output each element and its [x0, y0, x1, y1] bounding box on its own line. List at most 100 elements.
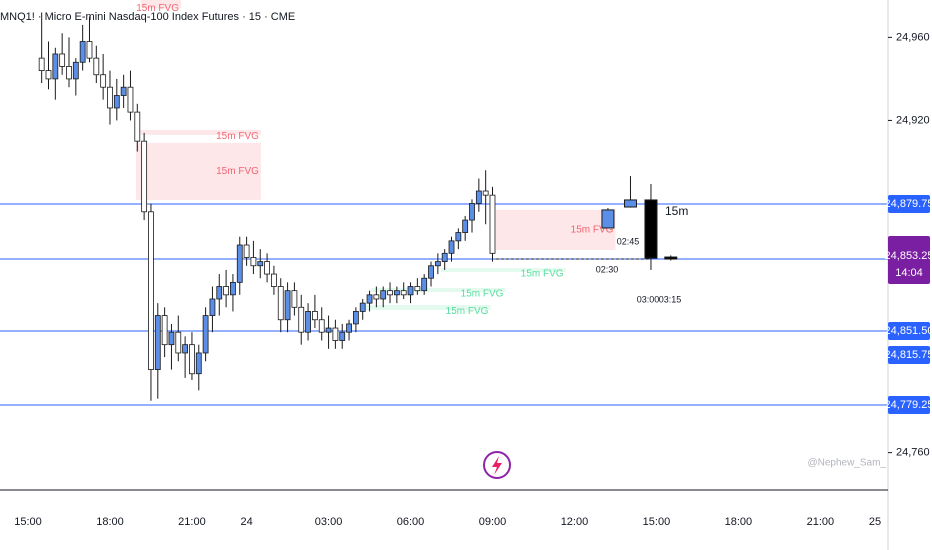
candle-body — [393, 290, 400, 296]
candle-body — [428, 265, 434, 279]
fvg-box — [140, 0, 182, 9]
y-tick-label: 24,760 — [896, 447, 930, 459]
countdown-label: 14:04 — [895, 267, 923, 279]
candle-body — [72, 61, 79, 80]
price-line-label-box — [888, 195, 930, 213]
fvg-label: 15m FVG — [136, 3, 179, 14]
candle-body — [182, 344, 189, 354]
logo-ring — [483, 451, 511, 479]
candle-body — [120, 86, 127, 96]
fvg-box — [370, 287, 506, 293]
price-line-label: 24,815.75 — [885, 349, 932, 361]
x-tick-label: 12:00 — [561, 516, 589, 528]
fvg-label: 15m FVG — [461, 289, 504, 300]
candle-body — [305, 311, 311, 333]
candle-body — [352, 311, 359, 325]
price-line-label-box — [888, 396, 930, 414]
candle-body — [52, 53, 59, 80]
candle-body — [175, 331, 182, 354]
chart-title: MNQ1! · Micro E-mini Nasdaq-100 Index Fu… — [0, 11, 295, 23]
price-line-label: 24,851.50 — [885, 325, 932, 337]
candle-body — [134, 111, 141, 142]
candle-body — [387, 290, 393, 296]
candle-body — [298, 306, 305, 333]
candle-body — [86, 41, 93, 59]
y-tick-label: 24,920 — [896, 114, 930, 126]
candle-body — [250, 257, 257, 267]
candle-body — [45, 70, 52, 80]
candle-body — [339, 331, 346, 341]
fvg-label: 15m FVG — [571, 225, 614, 236]
x-tick-label: 03:00 — [315, 516, 343, 528]
candle-body — [291, 290, 298, 308]
candle-body — [216, 286, 223, 300]
x-tick-label: 06:00 — [397, 516, 425, 528]
candle-body — [154, 315, 161, 370]
x-tick-label: 15:00 — [643, 516, 671, 528]
candle-body — [407, 286, 414, 296]
htf-time: 02:45 — [617, 236, 640, 246]
candle-body — [141, 140, 148, 213]
candle-body — [284, 290, 291, 321]
x-tick-label: 24 — [240, 516, 252, 528]
candle-body — [414, 286, 421, 292]
candle-body — [489, 194, 496, 254]
candle-body — [161, 315, 168, 346]
current-price-box — [888, 236, 930, 285]
fvg-box — [495, 209, 616, 250]
candle-body — [400, 290, 407, 296]
candle-body — [264, 261, 270, 275]
watermark: @Nephew_Sam_ — [807, 458, 886, 469]
candle-body — [277, 286, 284, 321]
candle-body — [230, 281, 236, 296]
htf-time: 03:00 — [637, 294, 660, 304]
htf-time: 02:30 — [596, 264, 619, 274]
candle-body — [325, 327, 332, 333]
candle-body — [223, 286, 229, 296]
x-tick-label: 15:00 — [14, 516, 42, 528]
candle-body — [318, 319, 325, 333]
htf-time: 03:15 — [659, 294, 682, 304]
candle-body — [475, 190, 482, 204]
candle-body — [482, 190, 489, 196]
x-tick-label: 21:00 — [178, 516, 206, 528]
candle-body — [462, 219, 469, 233]
candle-body — [271, 273, 277, 287]
fvg-label: 15m FVG — [521, 269, 564, 280]
htf-body — [601, 209, 615, 229]
candle-body — [59, 53, 66, 67]
candle-body — [38, 57, 45, 71]
candle-body — [93, 57, 100, 76]
fvg-box — [360, 305, 491, 310]
candle-body — [236, 244, 243, 283]
current-price-label: 24,853.25 — [885, 250, 932, 262]
fvg-box — [135, 142, 261, 200]
fvg-box — [440, 268, 566, 272]
htf-body — [664, 256, 678, 260]
candle-body — [366, 294, 373, 304]
candle-body — [148, 211, 154, 370]
candle-body — [359, 302, 366, 312]
price-line-label: 24,879.75 — [885, 198, 932, 210]
candle-body — [448, 240, 455, 254]
fvg-label: 15m FVG — [446, 306, 489, 317]
logo-bolt — [492, 456, 502, 475]
candle-body — [469, 203, 475, 221]
candle-body — [209, 298, 216, 316]
x-tick-label: 25 — [869, 516, 881, 528]
fvg-label: 15m FVG — [216, 131, 259, 142]
candle-body — [100, 74, 107, 88]
candle-body — [434, 261, 441, 267]
candle-body — [257, 261, 264, 267]
candle-body — [79, 41, 86, 63]
candle-body — [441, 252, 448, 263]
price-line-label-box — [888, 322, 930, 340]
candle-body — [421, 277, 428, 292]
candle-body — [311, 311, 318, 321]
x-tick-label: 18:00 — [725, 516, 753, 528]
candle-body — [455, 232, 462, 242]
candle-body — [380, 290, 387, 300]
candle-body — [113, 95, 120, 109]
